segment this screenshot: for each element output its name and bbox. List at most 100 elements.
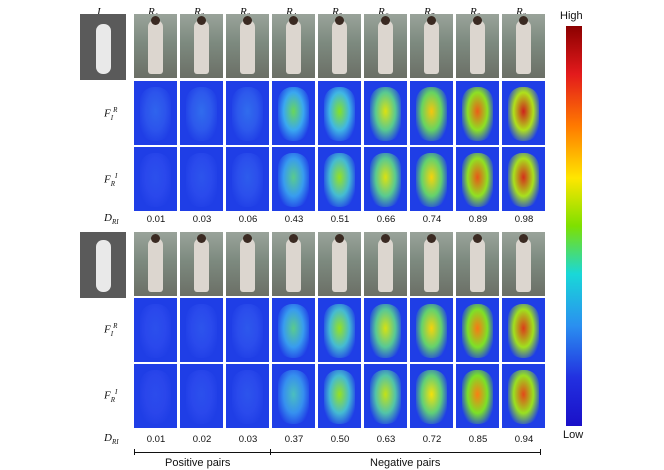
heat-blob — [278, 87, 309, 141]
top-fi-heatmap-6 — [364, 81, 407, 145]
bottom-fr-heatmap-7 — [410, 364, 453, 428]
bottom-fi-heatmap-9 — [502, 298, 545, 362]
person-head — [197, 234, 206, 243]
person-head — [243, 234, 252, 243]
person-head — [151, 234, 160, 243]
top-gallery-image-3 — [226, 14, 269, 78]
heat-blob — [186, 304, 217, 358]
bottom-fr-heatmap-1 — [134, 364, 177, 428]
heat-blob — [416, 87, 447, 141]
heat-blob — [278, 304, 309, 358]
bottom-gallery-image-7 — [410, 232, 453, 296]
bottom-score-9: 0.94 — [514, 434, 534, 445]
top-fi-heatmap-3 — [226, 81, 269, 145]
heat-blob — [370, 153, 401, 207]
heat-blob — [324, 370, 355, 424]
bottom-fi-heatmap-1 — [134, 298, 177, 362]
person-head — [427, 16, 436, 25]
top-gallery-image-8 — [456, 14, 499, 78]
heat-blob — [324, 87, 355, 141]
person-figure — [240, 238, 255, 292]
bottom-fr-heatmap-8 — [456, 364, 499, 428]
heat-blob — [370, 87, 401, 141]
top-gallery-image-4 — [272, 14, 315, 78]
bottom-gallery-image-5 — [318, 232, 361, 296]
heat-blob — [462, 370, 493, 424]
heat-blob — [278, 153, 309, 207]
top-gallery-image-9 — [502, 14, 545, 78]
top-fi-heatmap-9 — [502, 81, 545, 145]
bottom-score-1: 0.01 — [146, 434, 166, 445]
bottom-gallery-image-3 — [226, 232, 269, 296]
bottom-score-2: 0.02 — [192, 434, 212, 445]
bottom-gallery-image-4 — [272, 232, 315, 296]
person-head — [519, 234, 528, 243]
top-fi-heatmap-8 — [456, 81, 499, 145]
row-label-fr-top: FRI — [104, 172, 118, 188]
person-head — [519, 16, 528, 25]
bottom-fr-heatmap-4 — [272, 364, 315, 428]
query-column-label: I — [97, 6, 101, 18]
top-score-9: 0.98 — [514, 214, 534, 225]
top-fi-heatmap-1 — [134, 81, 177, 145]
person-figure — [332, 20, 347, 74]
bottom-fi-heatmap-5 — [318, 298, 361, 362]
bracket-tick-right — [540, 449, 541, 455]
bottom-fi-heatmap-8 — [456, 298, 499, 362]
bottom-gallery-image-9 — [502, 232, 545, 296]
row-label-d-bottom: DRI — [104, 432, 119, 447]
top-fi-heatmap-4 — [272, 81, 315, 145]
heat-blob — [370, 304, 401, 358]
heat-blob — [508, 370, 539, 424]
top-fi-heatmap-5 — [318, 81, 361, 145]
person-head — [289, 16, 298, 25]
person-figure — [470, 238, 485, 292]
person-figure — [286, 238, 301, 292]
heat-blob — [324, 304, 355, 358]
top-fr-heatmap-1 — [134, 147, 177, 211]
bottom-score-7: 0.72 — [422, 434, 442, 445]
row-label-d-top: DRI — [104, 212, 119, 227]
person-head — [151, 16, 160, 25]
heat-blob — [324, 153, 355, 207]
top-score-7: 0.74 — [422, 214, 442, 225]
person-figure — [194, 20, 209, 74]
person-head — [243, 16, 252, 25]
person-figure — [286, 20, 301, 74]
bottom-fi-heatmap-7 — [410, 298, 453, 362]
top-fi-heatmap-2 — [180, 81, 223, 145]
heat-blob — [462, 87, 493, 141]
top-score-4: 0.43 — [284, 214, 304, 225]
person-figure — [378, 238, 393, 292]
colorbar-high-label: High — [560, 10, 583, 22]
heat-blob — [140, 304, 171, 358]
heat-blob — [186, 370, 217, 424]
top-fr-heatmap-8 — [456, 147, 499, 211]
heat-blob — [508, 304, 539, 358]
top-gallery-image-6 — [364, 14, 407, 78]
top-score-5: 0.51 — [330, 214, 350, 225]
top-fr-heatmap-2 — [180, 147, 223, 211]
heat-blob — [416, 304, 447, 358]
bottom-fr-heatmap-3 — [226, 364, 269, 428]
bottom-score-6: 0.63 — [376, 434, 396, 445]
heat-blob — [232, 304, 263, 358]
heat-blob — [186, 153, 217, 207]
row-label-fr-bottom: FRI — [104, 388, 118, 404]
bottom-score-8: 0.85 — [468, 434, 488, 445]
heat-blob — [232, 370, 263, 424]
bottom-fr-heatmap-6 — [364, 364, 407, 428]
bracket-tick-mid — [270, 449, 271, 455]
colorbar-low-label: Low — [563, 429, 584, 441]
top-fr-heatmap-6 — [364, 147, 407, 211]
top-score-6: 0.66 — [376, 214, 396, 225]
heat-blob — [416, 153, 447, 207]
top-gallery-image-7 — [410, 14, 453, 78]
positive-pairs-caption: Positive pairs — [165, 457, 231, 469]
bottom-gallery-image-6 — [364, 232, 407, 296]
negative-pairs-caption: Negative pairs — [370, 457, 441, 469]
person-figure — [194, 238, 209, 292]
top-score-3: 0.06 — [238, 214, 258, 225]
bracket-tick-left — [134, 449, 135, 455]
top-score-2: 0.03 — [192, 214, 212, 225]
